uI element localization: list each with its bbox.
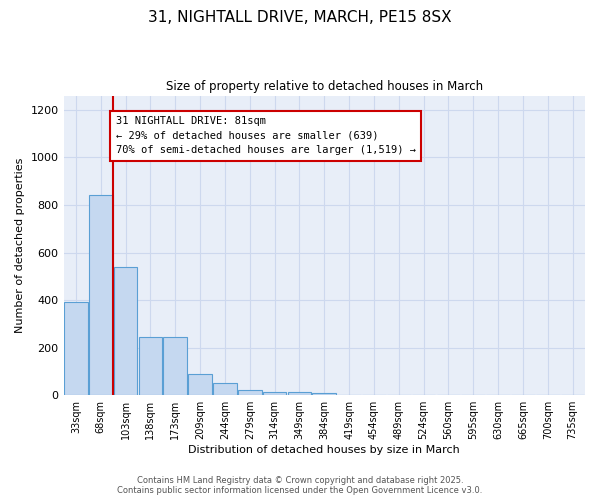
Bar: [287, 392, 311, 395]
Bar: [114, 267, 137, 395]
Bar: [213, 382, 237, 395]
Y-axis label: Number of detached properties: Number of detached properties: [15, 158, 25, 333]
Bar: [89, 196, 113, 395]
Bar: [313, 394, 336, 395]
Title: Size of property relative to detached houses in March: Size of property relative to detached ho…: [166, 80, 483, 93]
Bar: [139, 337, 162, 395]
Bar: [64, 302, 88, 395]
Bar: [238, 390, 262, 395]
Text: 31 NIGHTALL DRIVE: 81sqm
← 29% of detached houses are smaller (639)
70% of semi-: 31 NIGHTALL DRIVE: 81sqm ← 29% of detach…: [116, 116, 416, 156]
Bar: [163, 337, 187, 395]
Bar: [263, 392, 286, 395]
Text: Contains HM Land Registry data © Crown copyright and database right 2025.
Contai: Contains HM Land Registry data © Crown c…: [118, 476, 482, 495]
Text: 31, NIGHTALL DRIVE, MARCH, PE15 8SX: 31, NIGHTALL DRIVE, MARCH, PE15 8SX: [148, 10, 452, 25]
X-axis label: Distribution of detached houses by size in March: Distribution of detached houses by size …: [188, 445, 460, 455]
Bar: [188, 374, 212, 395]
